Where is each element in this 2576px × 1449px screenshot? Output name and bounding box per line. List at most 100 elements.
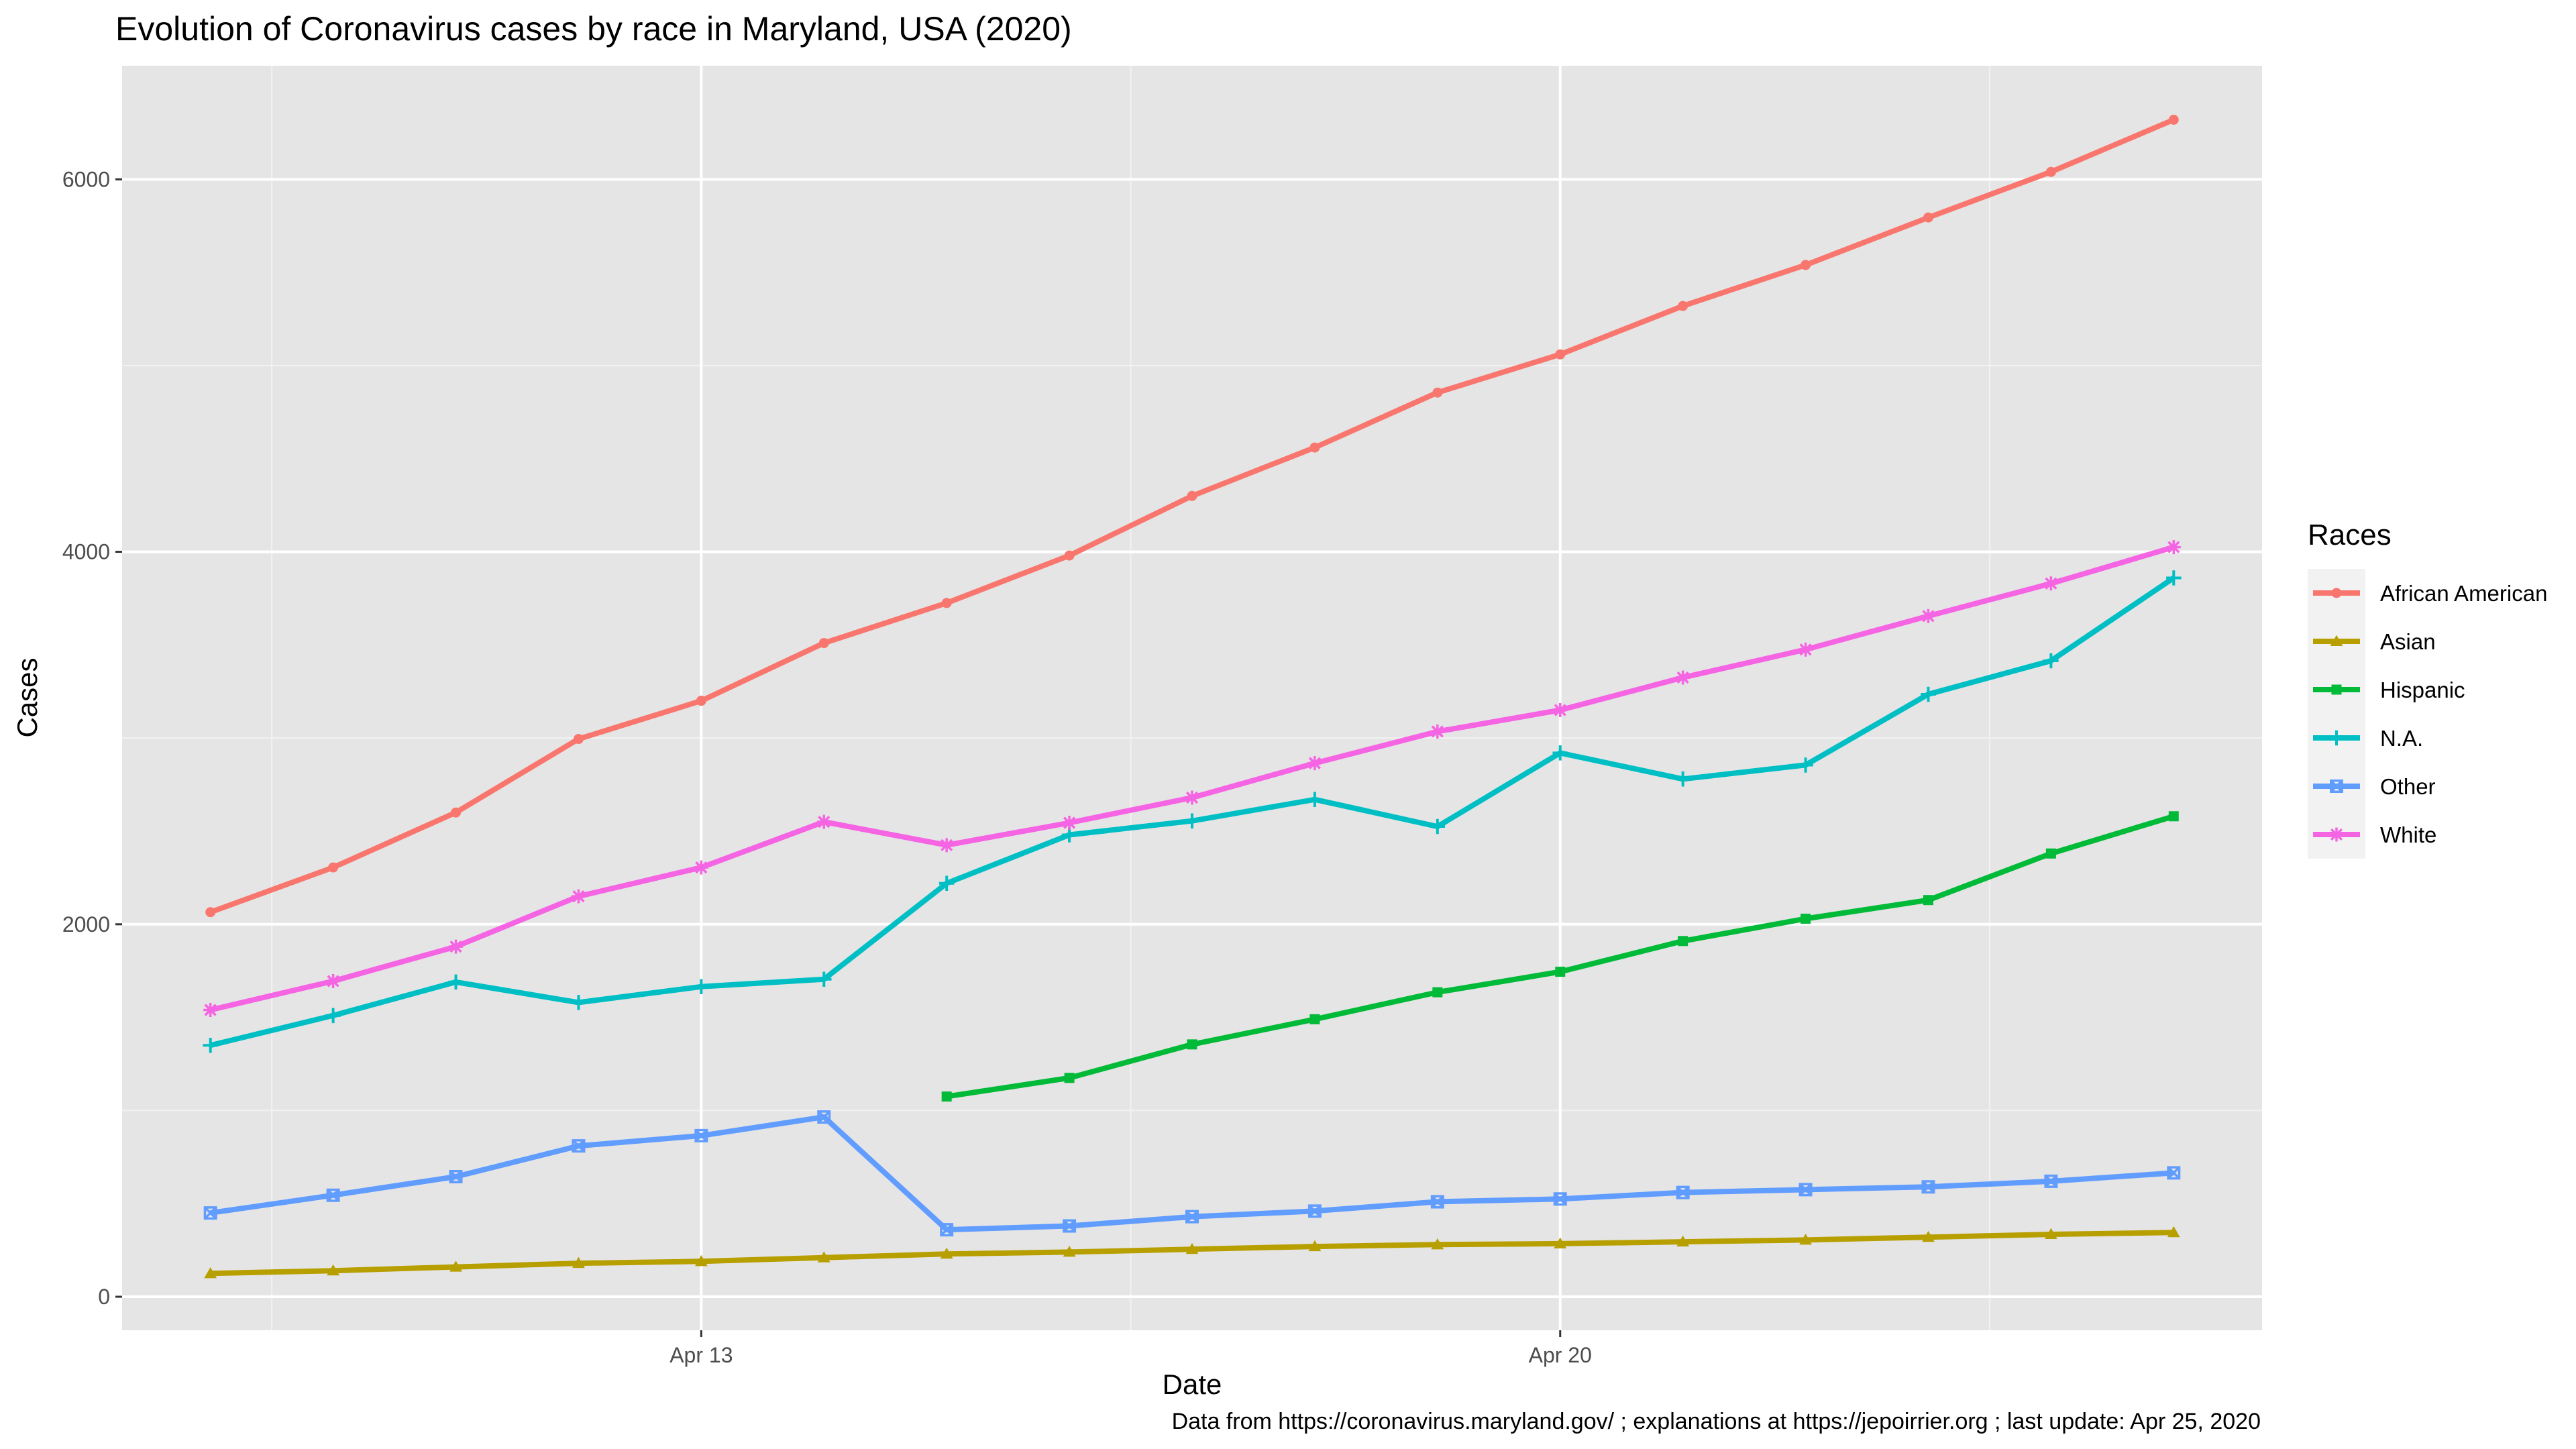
data-point-white — [326, 973, 341, 988]
legend-label: African American — [2380, 581, 2547, 606]
data-point-white — [816, 814, 831, 829]
legend-label: Other — [2380, 774, 2436, 799]
data-point-hispanic — [1187, 1039, 1197, 1050]
data-point-asian — [1922, 1230, 1935, 1242]
data-point-other — [1430, 1195, 1444, 1209]
legend-marker-hispanic — [2331, 684, 2342, 695]
data-point-other — [572, 1139, 586, 1153]
legend-label: N.A. — [2380, 726, 2423, 751]
data-point-asian — [1063, 1246, 1076, 1257]
data-point-hispanic — [1678, 936, 1688, 947]
data-point-african-american — [1187, 490, 1197, 501]
y-axis-title: Cases — [11, 657, 43, 737]
data-point-white — [939, 838, 954, 853]
data-point-other — [1307, 1204, 1322, 1218]
data-point-n-a — [1307, 792, 1323, 808]
data-point-african-american — [1678, 301, 1688, 311]
data-point-african-american — [941, 598, 952, 608]
data-point-african-american — [205, 907, 216, 918]
y-tick-label: 6000 — [62, 167, 110, 191]
data-point-african-american — [1064, 550, 1075, 561]
data-point-n-a — [203, 1038, 218, 1053]
data-point-white — [449, 939, 464, 954]
y-tick-label: 4000 — [62, 540, 110, 564]
data-point-african-american — [2168, 115, 2179, 125]
data-point-other — [1676, 1185, 1690, 1199]
data-point-asian — [694, 1254, 708, 1267]
chart-caption: Data from https://coronavirus.maryland.g… — [1171, 1409, 2261, 1434]
data-point-asian — [1308, 1240, 1322, 1252]
data-point-other — [1799, 1183, 1813, 1197]
data-point-african-american — [573, 734, 584, 745]
data-point-african-american — [1555, 349, 1566, 360]
data-point-n-a — [2166, 570, 2182, 586]
data-point-n-a — [694, 979, 709, 995]
series-other — [203, 1110, 2181, 1237]
series-hispanic — [941, 811, 2179, 1102]
data-point-other — [1553, 1192, 1567, 1206]
data-point-white — [1921, 608, 1935, 623]
data-point-asian — [1676, 1235, 1690, 1247]
data-point-african-american — [328, 862, 339, 873]
data-point-hispanic — [1432, 987, 1443, 998]
data-point-other — [1185, 1210, 1199, 1224]
data-point-white — [203, 1003, 218, 1017]
legend: Races African American Asian Hispanic N.A. Ot… — [2308, 519, 2547, 859]
data-point-other — [1921, 1180, 1935, 1194]
data-point-asian — [817, 1251, 830, 1263]
data-point-hispanic — [2168, 811, 2179, 822]
data-point-asian — [1431, 1238, 1444, 1250]
data-point-white — [2166, 540, 2181, 555]
data-point-n-a — [816, 971, 832, 987]
series-asian — [204, 1226, 2180, 1279]
data-point-african-american — [2045, 166, 2056, 177]
x-tick-label: Apr 20 — [1529, 1343, 1592, 1367]
data-point-african-american — [696, 696, 706, 706]
legend-title: Races — [2308, 519, 2392, 551]
data-point-other — [326, 1188, 340, 1202]
data-point-asian — [940, 1247, 953, 1259]
x-tick-label: Apr 13 — [669, 1343, 733, 1367]
x-axis-title: Date — [1163, 1368, 1222, 1400]
plot-panel — [122, 66, 2262, 1330]
data-point-n-a — [938, 875, 955, 891]
data-point-n-a — [325, 1008, 341, 1024]
series-african-american — [205, 115, 2179, 918]
axis-layer: 0 2000 4000 6000 Apr 13 Apr 20 — [62, 167, 1592, 1367]
data-point-african-american — [1801, 260, 1811, 270]
data-point-white — [571, 889, 586, 904]
data-point-african-american — [1923, 212, 1933, 223]
data-point-hispanic — [1064, 1073, 1075, 1083]
data-point-white — [1307, 756, 1322, 771]
data-point-other — [817, 1110, 831, 1124]
data-point-white — [1799, 642, 1813, 657]
legend-label: White — [2380, 822, 2436, 847]
data-point-n-a — [448, 974, 464, 990]
data-point-white — [1676, 670, 1690, 685]
data-point-white — [1553, 703, 1568, 718]
data-point-white — [1430, 724, 1445, 739]
series-white — [203, 540, 2181, 1017]
data-point-asian — [1554, 1237, 1567, 1248]
data-point-hispanic — [941, 1091, 952, 1102]
data-point-hispanic — [1801, 913, 1811, 924]
data-point-n-a — [1184, 813, 1200, 828]
data-point-asian — [1185, 1242, 1199, 1254]
data-point-african-american — [451, 807, 462, 818]
legend-marker-n-a — [2328, 730, 2345, 746]
legend-marker-white — [2329, 827, 2344, 842]
legend-marker-other — [2330, 780, 2343, 793]
data-point-asian — [204, 1267, 217, 1279]
legend-label: Asian — [2380, 629, 2436, 654]
data-point-white — [2043, 576, 2058, 591]
data-point-hispanic — [1555, 967, 1566, 977]
data-point-asian — [2167, 1226, 2180, 1238]
data-point-white — [694, 860, 708, 875]
data-point-asian — [449, 1260, 462, 1272]
data-point-other — [2044, 1174, 2058, 1188]
data-point-asian — [2045, 1228, 2057, 1240]
chart-title: Evolution of Coronavirus cases by race i… — [115, 10, 1072, 48]
legend-marker-african-american — [2331, 588, 2342, 598]
data-point-hispanic — [2045, 848, 2056, 859]
data-point-other — [694, 1128, 708, 1142]
